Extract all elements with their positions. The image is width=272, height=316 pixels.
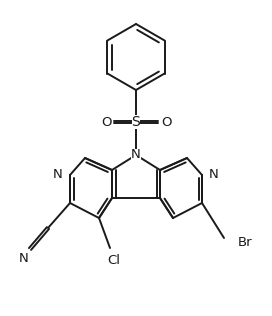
Text: S: S — [132, 115, 140, 129]
Text: Br: Br — [238, 236, 253, 250]
Text: N: N — [53, 168, 63, 181]
Text: N: N — [209, 168, 219, 181]
Text: O: O — [161, 116, 171, 129]
Text: O: O — [101, 116, 111, 129]
Text: Cl: Cl — [107, 253, 120, 266]
Text: N: N — [19, 252, 29, 264]
Text: N: N — [131, 149, 141, 161]
